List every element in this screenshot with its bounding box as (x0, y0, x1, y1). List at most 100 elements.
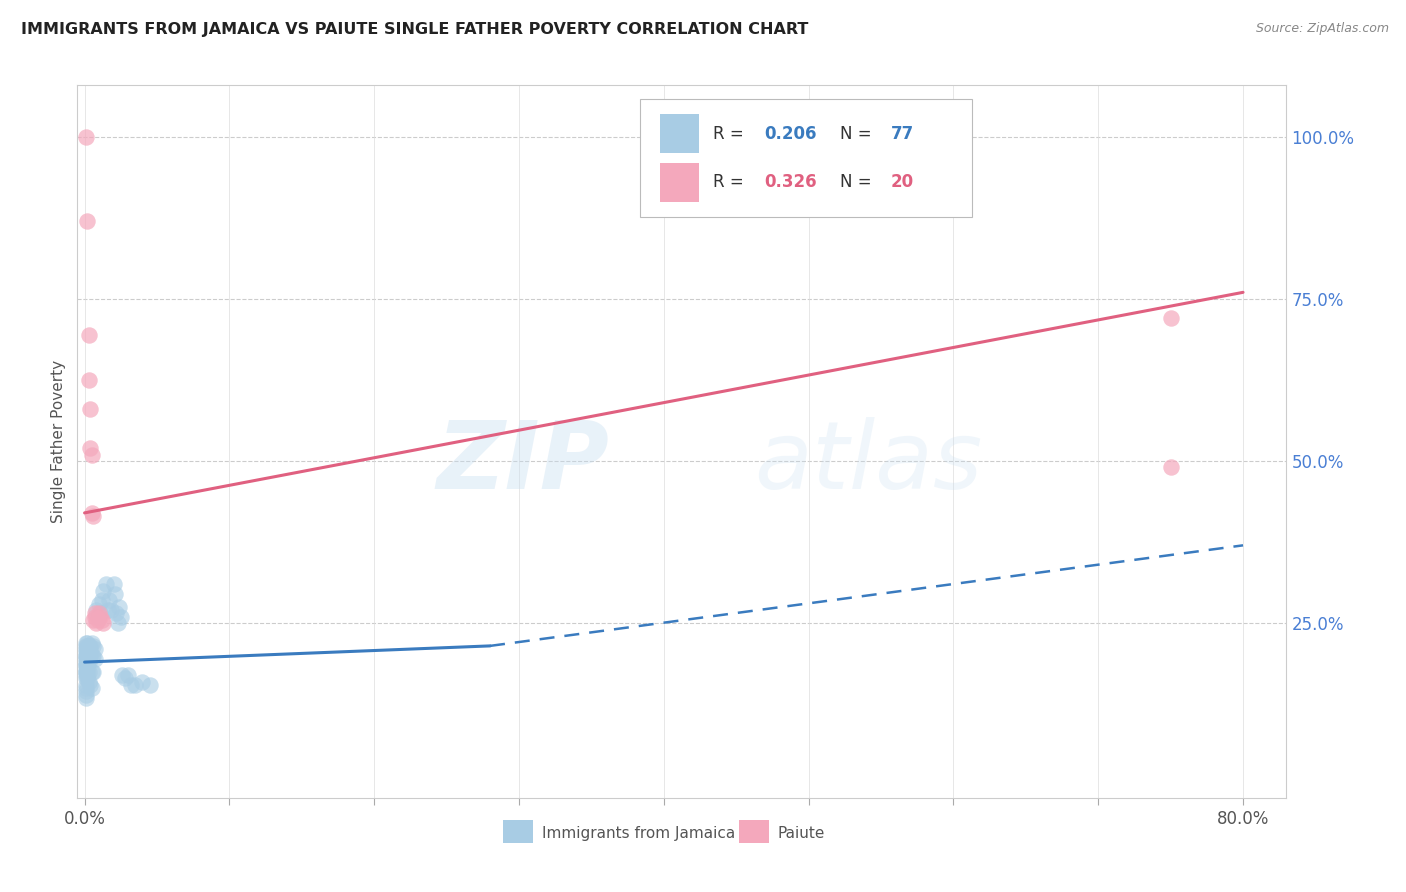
Point (82, 509, 104, 524)
Point (86, 609, 108, 624)
Point (77, 648, 100, 663)
Text: R =: R = (713, 125, 749, 143)
Point (93, 616, 115, 631)
Point (84, 603, 107, 617)
Point (79, 678, 101, 692)
Point (75, 665, 97, 679)
Point (75, 635, 97, 649)
Text: IMMIGRANTS FROM JAMAICA VS PAIUTE SINGLE FATHER POVERTY CORRELATION CHART: IMMIGRANTS FROM JAMAICA VS PAIUTE SINGLE… (21, 22, 808, 37)
Point (91, 613, 114, 627)
Point (76, 652, 98, 666)
Point (80, 448, 103, 462)
FancyBboxPatch shape (661, 162, 699, 202)
FancyBboxPatch shape (640, 99, 972, 217)
Point (75, 658, 97, 673)
Point (104, 587, 127, 601)
Point (75, 648, 97, 663)
Point (76, 671, 98, 685)
Text: Source: ZipAtlas.com: Source: ZipAtlas.com (1256, 22, 1389, 36)
Point (97, 603, 120, 617)
Point (86, 613, 108, 627)
Point (75, 671, 97, 685)
Point (75, 662, 97, 676)
Point (82, 613, 104, 627)
Point (110, 609, 132, 624)
Point (76, 214, 98, 228)
Text: ZIP: ZIP (436, 417, 609, 509)
Point (80, 665, 103, 679)
Point (76, 642, 98, 657)
Point (76, 665, 98, 679)
Point (80, 635, 103, 649)
Point (76, 655, 98, 669)
Point (1160, 460, 1182, 475)
Point (75, 645, 97, 659)
Text: 0.326: 0.326 (763, 173, 817, 191)
Point (75, 655, 97, 669)
Point (77, 327, 100, 342)
Point (75, 684, 97, 698)
Point (76, 658, 98, 673)
Point (107, 616, 129, 631)
Point (91, 593, 114, 607)
Point (75, 652, 97, 666)
Point (100, 603, 122, 617)
Point (79, 639, 101, 653)
Point (77, 373, 100, 387)
Point (83, 652, 105, 666)
Y-axis label: Single Father Poverty: Single Father Poverty (51, 360, 66, 523)
Text: Paiute: Paiute (778, 826, 825, 841)
Point (89, 609, 111, 624)
Point (76, 662, 98, 676)
Point (105, 607, 128, 621)
Point (82, 639, 104, 653)
Point (80, 506, 103, 520)
Point (87, 607, 110, 621)
Point (75, 668, 97, 682)
Point (76, 648, 98, 663)
Point (77, 655, 100, 669)
Point (75, 129, 97, 144)
Point (75, 678, 97, 692)
Point (124, 678, 146, 692)
Point (79, 441, 101, 455)
Point (77, 652, 100, 666)
FancyBboxPatch shape (738, 820, 769, 843)
Point (82, 665, 104, 679)
Text: N =: N = (841, 125, 877, 143)
Point (76, 645, 98, 659)
Text: Immigrants from Jamaica: Immigrants from Jamaica (541, 826, 735, 841)
Point (76, 668, 98, 682)
Point (1160, 311, 1182, 326)
Point (80, 681, 103, 695)
Point (103, 577, 125, 591)
Point (87, 597, 110, 611)
Point (83, 642, 105, 657)
Point (76, 639, 98, 653)
Point (98, 593, 121, 607)
Point (77, 645, 100, 659)
Point (79, 648, 101, 663)
Point (75, 665, 97, 679)
Point (75, 639, 97, 653)
Point (117, 668, 139, 682)
Point (82, 648, 104, 663)
Text: 0.206: 0.206 (763, 125, 817, 143)
Point (79, 402, 101, 417)
Point (76, 635, 98, 649)
Text: atlas: atlas (755, 417, 983, 508)
Point (108, 599, 131, 614)
Point (75, 688, 97, 702)
Point (111, 668, 134, 682)
Point (120, 678, 142, 692)
Point (75, 690, 97, 705)
Text: R =: R = (713, 173, 749, 191)
Text: 77: 77 (891, 125, 914, 143)
Point (75, 658, 97, 673)
Point (79, 642, 101, 657)
Point (75, 681, 97, 695)
Point (84, 616, 107, 631)
Point (96, 577, 118, 591)
Point (77, 665, 100, 679)
Point (77, 674, 100, 689)
